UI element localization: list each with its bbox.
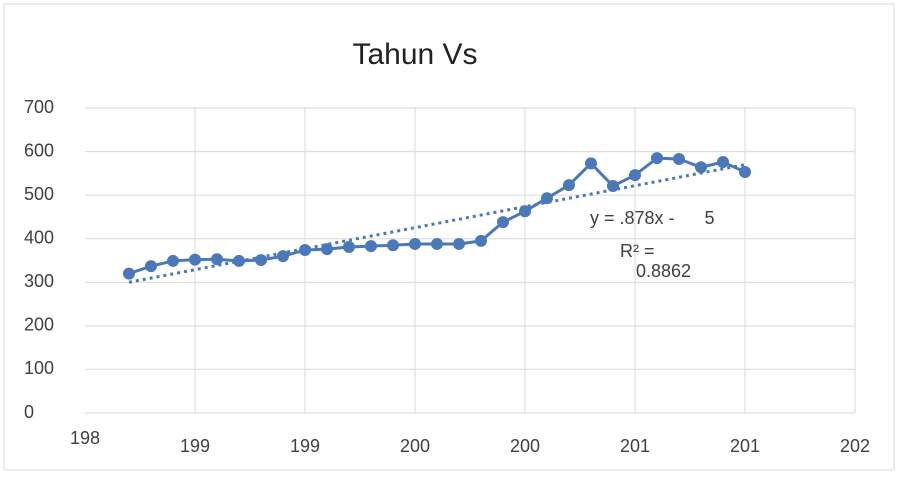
marker [673,153,685,165]
marker [629,169,641,181]
marker [167,255,179,267]
marker [189,254,201,266]
marker [695,161,707,173]
x-tick-label: 198 [70,428,100,448]
x-tick-label: 199 [180,436,210,456]
x-tick-label: 202 [840,436,870,456]
y-tick-label: 600 [24,140,54,160]
marker [739,166,751,178]
marker [321,243,333,255]
annotation: 0.8862 [636,261,691,281]
y-tick-label: 500 [24,184,54,204]
y-tick-label: 700 [24,97,54,117]
marker [145,260,157,272]
x-tick-label: 201 [620,436,650,456]
marker [299,244,311,256]
x-tick-label: 200 [510,436,540,456]
marker [233,255,245,267]
marker [123,268,135,280]
marker [607,180,619,192]
marker [365,240,377,252]
annotation: y = .878x - 5 [590,208,715,228]
y-tick-label: 200 [24,315,54,335]
y-tick-label: 100 [24,358,54,378]
marker [585,157,597,169]
marker [277,250,289,262]
marker [519,205,531,217]
marker [717,156,729,168]
x-tick-label: 199 [290,436,320,456]
x-tick-label: 201 [730,436,760,456]
marker [651,152,663,164]
y-tick-label: 400 [24,227,54,247]
marker [563,179,575,191]
chart: Tahun Vs y = .878x - 5 R² = 0.8862 0 100 2… [0,0,899,474]
chart-title: Tahun Vs [352,38,477,71]
marker [387,239,399,251]
x-tick-label: 200 [400,436,430,456]
marker [255,254,267,266]
y-tick-label: 300 [24,271,54,291]
chart-border [4,4,894,470]
y-tick-label: 0 [24,402,34,422]
marker [541,192,553,204]
marker [431,238,443,250]
marker [453,238,465,250]
marker [497,216,509,228]
annotation: R² = [620,241,655,261]
marker [211,253,223,265]
marker [475,235,487,247]
marker [409,238,421,250]
marker [343,241,355,253]
